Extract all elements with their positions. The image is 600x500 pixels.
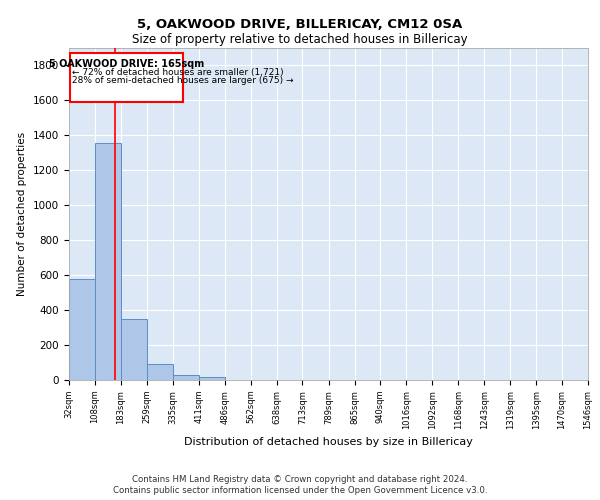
Bar	[199, 376, 224, 380]
Text: ← 72% of detached houses are smaller (1,721): ← 72% of detached houses are smaller (1,…	[72, 68, 283, 78]
Text: 28% of semi-detached houses are larger (675) →: 28% of semi-detached houses are larger (…	[72, 76, 293, 86]
Text: 5 OAKWOOD DRIVE: 165sqm: 5 OAKWOOD DRIVE: 165sqm	[49, 59, 204, 69]
Y-axis label: Number of detached properties: Number of detached properties	[17, 132, 28, 296]
X-axis label: Distribution of detached houses by size in Billericay: Distribution of detached houses by size …	[184, 437, 473, 447]
Bar	[173, 375, 199, 380]
Bar	[95, 143, 121, 380]
Bar	[69, 278, 95, 380]
Text: 5, OAKWOOD DRIVE, BILLERICAY, CM12 0SA: 5, OAKWOOD DRIVE, BILLERICAY, CM12 0SA	[137, 18, 463, 30]
FancyBboxPatch shape	[70, 52, 183, 102]
Bar	[121, 319, 147, 380]
Text: Size of property relative to detached houses in Billericay: Size of property relative to detached ho…	[132, 32, 468, 46]
Bar	[147, 364, 173, 380]
Text: Contains public sector information licensed under the Open Government Licence v3: Contains public sector information licen…	[113, 486, 487, 495]
Text: Contains HM Land Registry data © Crown copyright and database right 2024.: Contains HM Land Registry data © Crown c…	[132, 475, 468, 484]
